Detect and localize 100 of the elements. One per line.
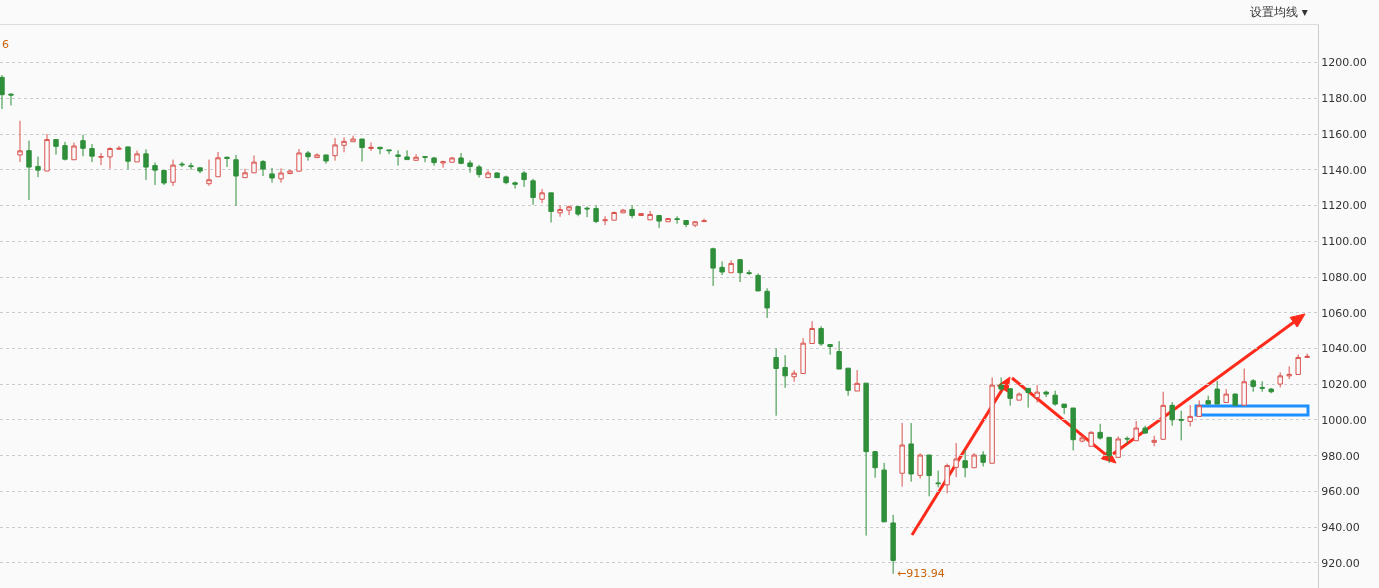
candlestick <box>1259 380 1265 393</box>
candlestick <box>818 325 824 347</box>
candlestick <box>935 470 941 488</box>
y-tick-label: 1140.00 <box>1321 163 1367 177</box>
candlestick <box>1070 407 1076 451</box>
y-tick-label: 1120.00 <box>1321 199 1367 213</box>
candlestick <box>764 287 770 319</box>
candlestick <box>179 161 185 168</box>
candlestick <box>908 422 914 483</box>
y-tick-label: 1000.00 <box>1321 413 1367 427</box>
candlestick <box>665 217 671 223</box>
annotation: ←913.94 <box>897 567 945 580</box>
y-tick-label: 980.00 <box>1321 449 1360 463</box>
candlestick <box>1268 387 1274 394</box>
candlestick <box>683 220 689 228</box>
candlestick <box>152 161 158 186</box>
candlestick <box>1196 399 1202 417</box>
candlestick <box>188 162 194 171</box>
candlestick <box>1034 384 1040 403</box>
candlestick <box>269 167 275 184</box>
candlestick <box>800 337 806 375</box>
candlestick <box>89 143 95 163</box>
candlestick <box>1142 425 1148 435</box>
candlestick <box>1214 380 1220 405</box>
candlestick <box>1241 368 1247 406</box>
candlestick <box>629 205 635 219</box>
candlestick <box>1097 423 1103 441</box>
candlestick <box>782 354 788 389</box>
candlestick <box>485 169 491 179</box>
candlestick <box>413 153 419 161</box>
candlestick <box>863 382 869 537</box>
candlestick <box>395 149 401 167</box>
candlestick <box>1151 435 1157 447</box>
candlestick <box>0 74 5 110</box>
candlestick <box>602 215 608 226</box>
candlestick <box>278 167 284 184</box>
candlestick <box>1295 354 1301 375</box>
y-tick-label: 960.00 <box>1321 485 1360 499</box>
candlestick <box>593 205 599 224</box>
candlestick <box>17 120 23 163</box>
candlestick <box>422 156 428 163</box>
candlestick <box>1304 353 1310 358</box>
candlestick <box>368 141 374 152</box>
candlestick <box>980 450 986 467</box>
candlestick <box>494 171 500 179</box>
candlestick <box>386 149 392 155</box>
y-tick-label: 1040.00 <box>1321 342 1367 356</box>
y-tick-label: 1060.00 <box>1321 306 1367 320</box>
candlestick <box>809 320 815 344</box>
candlestick <box>647 210 653 221</box>
y-tick-label: 920.00 <box>1321 556 1360 570</box>
candlestick <box>1016 391 1022 401</box>
candlestick <box>71 142 77 161</box>
candlestick <box>377 146 383 155</box>
candlestick <box>881 462 887 523</box>
candlestick <box>1079 435 1085 443</box>
candlestick <box>1052 390 1058 407</box>
candlestick <box>260 159 266 177</box>
candlestick <box>917 452 923 480</box>
candlestick <box>62 141 68 161</box>
candlestick <box>224 156 230 168</box>
candlestick <box>953 442 959 478</box>
candlestick <box>1007 387 1013 407</box>
candlestick <box>1088 430 1094 447</box>
candlestick <box>566 205 572 216</box>
candlestick <box>971 452 977 469</box>
candlestick <box>1160 391 1166 440</box>
candlestick <box>251 154 257 174</box>
candlestick <box>638 213 644 217</box>
candlestick <box>107 146 113 170</box>
candlestick <box>872 450 878 479</box>
candlestick <box>197 167 203 174</box>
candlestick <box>539 188 545 204</box>
annotation: 6 <box>2 38 9 51</box>
candlestick <box>836 340 842 370</box>
candlestick <box>1277 371 1283 388</box>
text: 设置均线 ▾ <box>1250 5 1308 19</box>
candlestick <box>35 156 41 178</box>
candlestick <box>458 152 464 165</box>
candlestick <box>80 134 86 157</box>
candlestick <box>314 152 320 159</box>
candlestick <box>827 344 833 356</box>
candlestick <box>611 211 617 221</box>
candlestick <box>890 514 896 575</box>
candlestick <box>1043 390 1049 398</box>
candlestick <box>215 151 221 178</box>
candlestick <box>656 215 662 229</box>
candlestick <box>332 137 338 162</box>
candlestick <box>1187 404 1193 427</box>
candlestick <box>1169 401 1175 427</box>
candlestick <box>998 376 1004 392</box>
candlestick <box>440 160 446 169</box>
y-tick-label: 1020.00 <box>1321 378 1367 392</box>
y-tick-label: 1180.00 <box>1321 92 1367 106</box>
candlestick <box>1205 395 1211 405</box>
y-tick-label: 1100.00 <box>1321 235 1367 249</box>
candlestick <box>1106 436 1112 464</box>
candlestick <box>305 150 311 162</box>
candlestick <box>125 146 131 170</box>
candlestick <box>1232 392 1238 406</box>
